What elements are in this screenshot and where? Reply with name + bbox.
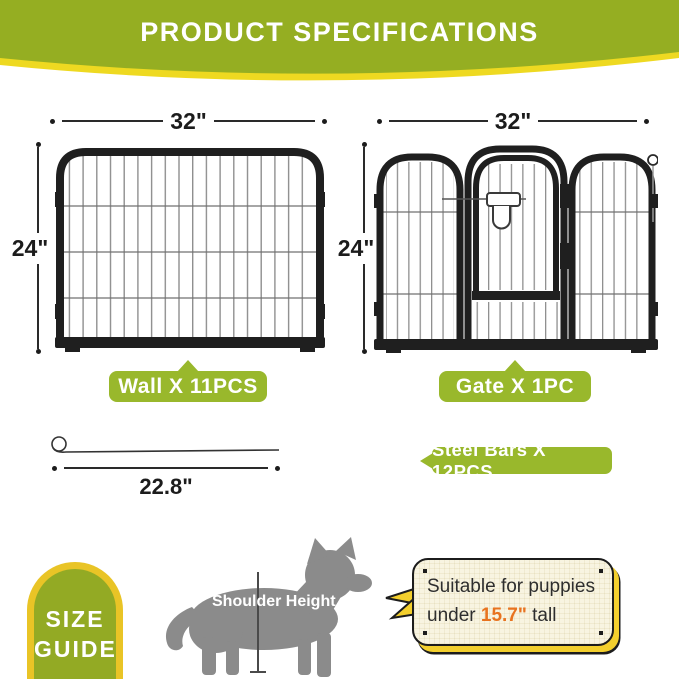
wall-connector-tab bbox=[55, 304, 62, 319]
dimension-endpoint-dot bbox=[35, 142, 41, 147]
corner-dot bbox=[423, 631, 427, 635]
dimension-line bbox=[389, 120, 488, 122]
wall-connector-tab bbox=[318, 192, 325, 207]
dimension-line bbox=[62, 120, 164, 122]
badge-pointer-up bbox=[504, 360, 526, 372]
wall-width-label: 32" bbox=[170, 107, 207, 134]
corner-dot bbox=[599, 569, 603, 573]
dimension-line bbox=[37, 147, 39, 233]
wall-count-badge: Wall X 11PCS bbox=[109, 360, 267, 402]
gate-bottom-bar bbox=[374, 339, 658, 350]
size-guide-line2: GUIDE bbox=[34, 635, 117, 662]
gate-badge-label: Gate X 1PC bbox=[455, 374, 575, 398]
gate-connector-tab bbox=[374, 302, 381, 316]
wall-frame bbox=[56, 148, 324, 340]
gate-connector-tab bbox=[651, 302, 658, 316]
steel-bar-drawing bbox=[51, 436, 280, 453]
steel-bar-dimension bbox=[52, 461, 280, 475]
gate-hinge bbox=[560, 184, 570, 208]
gate-count-badge: Gate X 1PC bbox=[439, 360, 591, 402]
dimension-endpoint-dot bbox=[52, 465, 57, 471]
page-title: PRODUCT SPECIFICATIONS bbox=[140, 17, 539, 47]
badge-pointer-up bbox=[177, 360, 199, 372]
gate-handle-icon bbox=[492, 206, 511, 230]
note-line2: under 15.7" tall bbox=[427, 604, 557, 626]
note-line1: Suitable for puppies bbox=[427, 576, 595, 597]
shoulder-height-label: Shoulder Height bbox=[212, 593, 336, 610]
gate-height-dimension: 24" bbox=[338, 142, 384, 354]
size-guide-line1: SIZE bbox=[45, 606, 105, 632]
dimension-endpoint-dot bbox=[35, 349, 41, 354]
steel-bar-loop-icon bbox=[51, 436, 67, 452]
corner-dot bbox=[599, 631, 603, 635]
dimension-endpoint-dot bbox=[361, 142, 367, 147]
shoulder-height-measure-line bbox=[257, 572, 259, 672]
gate-connector-tab bbox=[374, 194, 381, 208]
steel-bars-badge-label: Steel Bars X 12PCS bbox=[432, 438, 546, 482]
wall-connector-tab bbox=[55, 192, 62, 207]
dog-silhouette bbox=[165, 537, 372, 677]
wall-badge-label: Wall X 11PCS bbox=[118, 374, 258, 398]
size-guide-badge: SIZE GUIDE bbox=[27, 562, 123, 679]
dimension-endpoint-dot bbox=[50, 118, 55, 124]
corner-dot bbox=[423, 569, 427, 573]
suitability-note: Suitable for puppies under 15.7" tall bbox=[412, 558, 614, 646]
badge-pointer-left bbox=[420, 452, 433, 469]
gate-latch-plate-icon bbox=[486, 192, 521, 207]
wall-height-label: 24" bbox=[11, 234, 49, 261]
dimension-line bbox=[213, 120, 315, 122]
shoulder-height-measure-tick bbox=[250, 671, 266, 673]
wall-panel-drawing bbox=[55, 148, 325, 352]
header-banner bbox=[0, 0, 679, 81]
wall-bottom-bar bbox=[55, 337, 325, 348]
steel-bars-count-badge: Steel Bars X 12PCS bbox=[420, 439, 612, 482]
dimension-endpoint-dot bbox=[377, 118, 382, 124]
note-bubble-tail bbox=[385, 586, 418, 620]
gate-hinge bbox=[560, 243, 570, 269]
gate-middle-arch-frame bbox=[464, 145, 568, 340]
dimension-line bbox=[64, 467, 268, 469]
dimension-endpoint-dot bbox=[644, 118, 649, 124]
gate-door-frame bbox=[473, 155, 559, 294]
steel-bar-length-label: 22.8" bbox=[139, 474, 193, 499]
wall-width-dimension: 32" bbox=[50, 109, 327, 132]
gate-lock-pin-icon bbox=[647, 154, 658, 166]
gate-connector-tab bbox=[651, 194, 658, 208]
dimension-endpoint-dot bbox=[361, 349, 367, 354]
gate-height-label: 24" bbox=[337, 234, 375, 261]
wall-height-dimension: 24" bbox=[12, 142, 58, 354]
gate-width-dimension: 32" bbox=[377, 109, 649, 132]
wall-mesh-bars bbox=[67, 156, 314, 339]
dimension-endpoint-dot bbox=[322, 118, 327, 124]
gate-right-arch-frame bbox=[568, 153, 656, 340]
gate-door-bottom-bar bbox=[472, 291, 560, 300]
height-highlight: 15.7" bbox=[480, 604, 527, 626]
gate-width-label: 32" bbox=[494, 107, 532, 134]
gate-panel-drawing bbox=[374, 145, 658, 353]
dimension-line bbox=[363, 147, 365, 233]
gate-left-arch-frame bbox=[376, 153, 464, 340]
dimension-line bbox=[37, 263, 39, 349]
wall-connector-tab bbox=[318, 304, 325, 319]
dimension-line bbox=[363, 263, 365, 349]
dimension-endpoint-dot bbox=[275, 465, 280, 471]
dimension-line bbox=[538, 120, 637, 122]
